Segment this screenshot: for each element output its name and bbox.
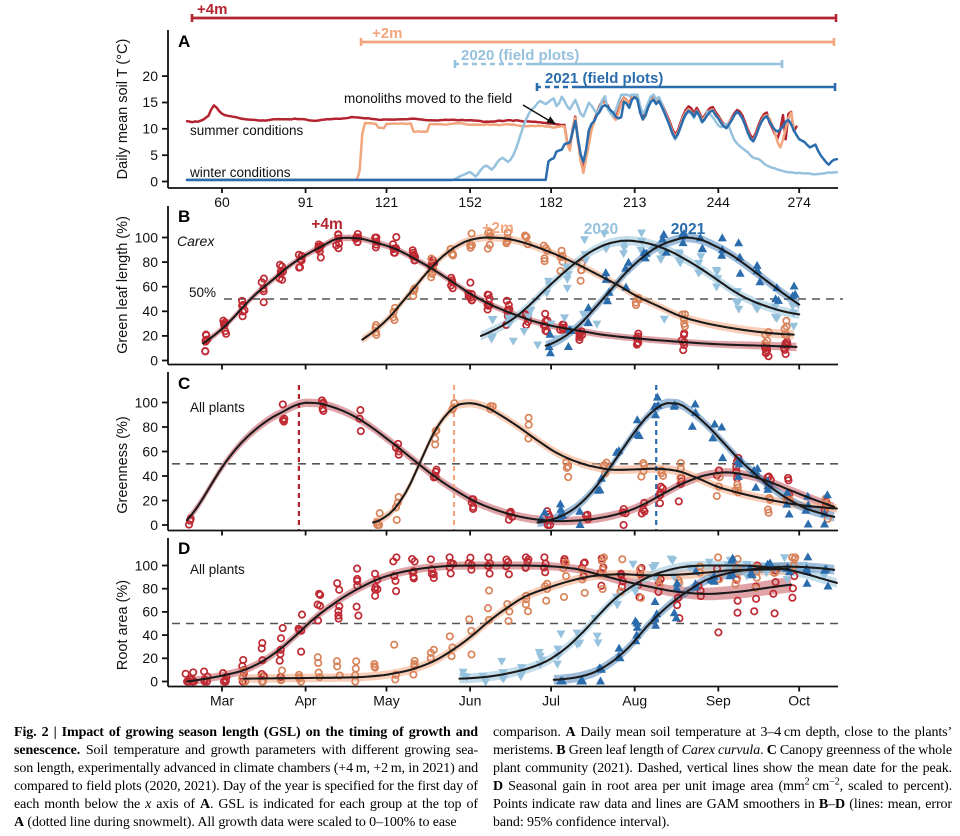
svg-text:Sep: Sep [706,693,731,709]
svg-text:0: 0 [150,173,158,189]
svg-text:80: 80 [142,419,158,435]
svg-text:+4m: +4m [197,1,227,18]
svg-text:monoliths moved to the field: monoliths moved to the field [344,91,512,106]
svg-text:Aug: Aug [622,693,647,709]
svg-text:2021 (field plots): 2021 (field plots) [545,70,663,87]
svg-text:91: 91 [298,194,314,210]
svg-text:All plants: All plants [190,562,245,577]
svg-text:15: 15 [142,94,158,110]
svg-text:winter conditions: winter conditions [189,165,291,180]
svg-text:20: 20 [142,492,158,508]
svg-text:Jun: Jun [459,693,482,709]
svg-text:80: 80 [142,254,158,270]
svg-text:5: 5 [150,147,158,163]
svg-text:Apr: Apr [295,693,317,709]
svg-text:2021: 2021 [671,221,706,238]
svg-text:100: 100 [135,557,159,573]
svg-text:2020 (field plots): 2020 (field plots) [461,47,579,64]
svg-text:Greenness (%): Greenness (%) [115,416,131,514]
svg-text:40: 40 [142,627,158,643]
svg-text:0: 0 [150,517,158,533]
svg-text:Root area (%): Root area (%) [115,580,131,670]
svg-text:2020: 2020 [584,221,618,238]
svg-text:D: D [178,539,190,558]
svg-text:60: 60 [142,279,158,295]
svg-text:152: 152 [458,194,482,210]
svg-text:50%: 50% [189,285,216,300]
svg-text:Carex: Carex [177,233,215,249]
svg-text:100: 100 [135,394,159,410]
svg-text:60: 60 [142,443,158,459]
svg-text:0: 0 [150,352,158,368]
svg-text:Mar: Mar [210,693,234,709]
svg-text:20: 20 [142,68,158,84]
svg-text:Oct: Oct [788,693,810,709]
svg-text:274: 274 [788,194,812,210]
svg-text:40: 40 [142,303,158,319]
svg-text:80: 80 [142,581,158,597]
svg-text:100: 100 [135,229,159,245]
svg-text:121: 121 [375,194,399,210]
svg-text:10: 10 [142,121,158,137]
svg-text:summer conditions: summer conditions [190,123,304,138]
svg-text:60: 60 [214,194,230,210]
svg-text:Daily mean soil T (°C): Daily mean soil T (°C) [115,39,131,180]
svg-text:213: 213 [623,194,647,210]
svg-text:0: 0 [150,673,158,689]
svg-text:20: 20 [142,650,158,666]
svg-text:+2m: +2m [482,220,513,237]
svg-text:C: C [178,374,190,393]
svg-text:+4m: +4m [311,216,342,233]
svg-text:All plants: All plants [190,400,245,415]
svg-text:20: 20 [142,328,158,344]
svg-text:Green leaf length (%): Green leaf length (%) [115,216,131,354]
svg-text:40: 40 [142,468,158,484]
svg-text:B: B [178,207,190,226]
svg-text:182: 182 [539,194,563,210]
svg-text:244: 244 [707,194,731,210]
svg-text:Jul: Jul [542,693,560,709]
svg-text:60: 60 [142,604,158,620]
svg-text:May: May [373,693,399,709]
svg-text:+2m: +2m [372,25,402,42]
svg-text:A: A [178,32,190,51]
